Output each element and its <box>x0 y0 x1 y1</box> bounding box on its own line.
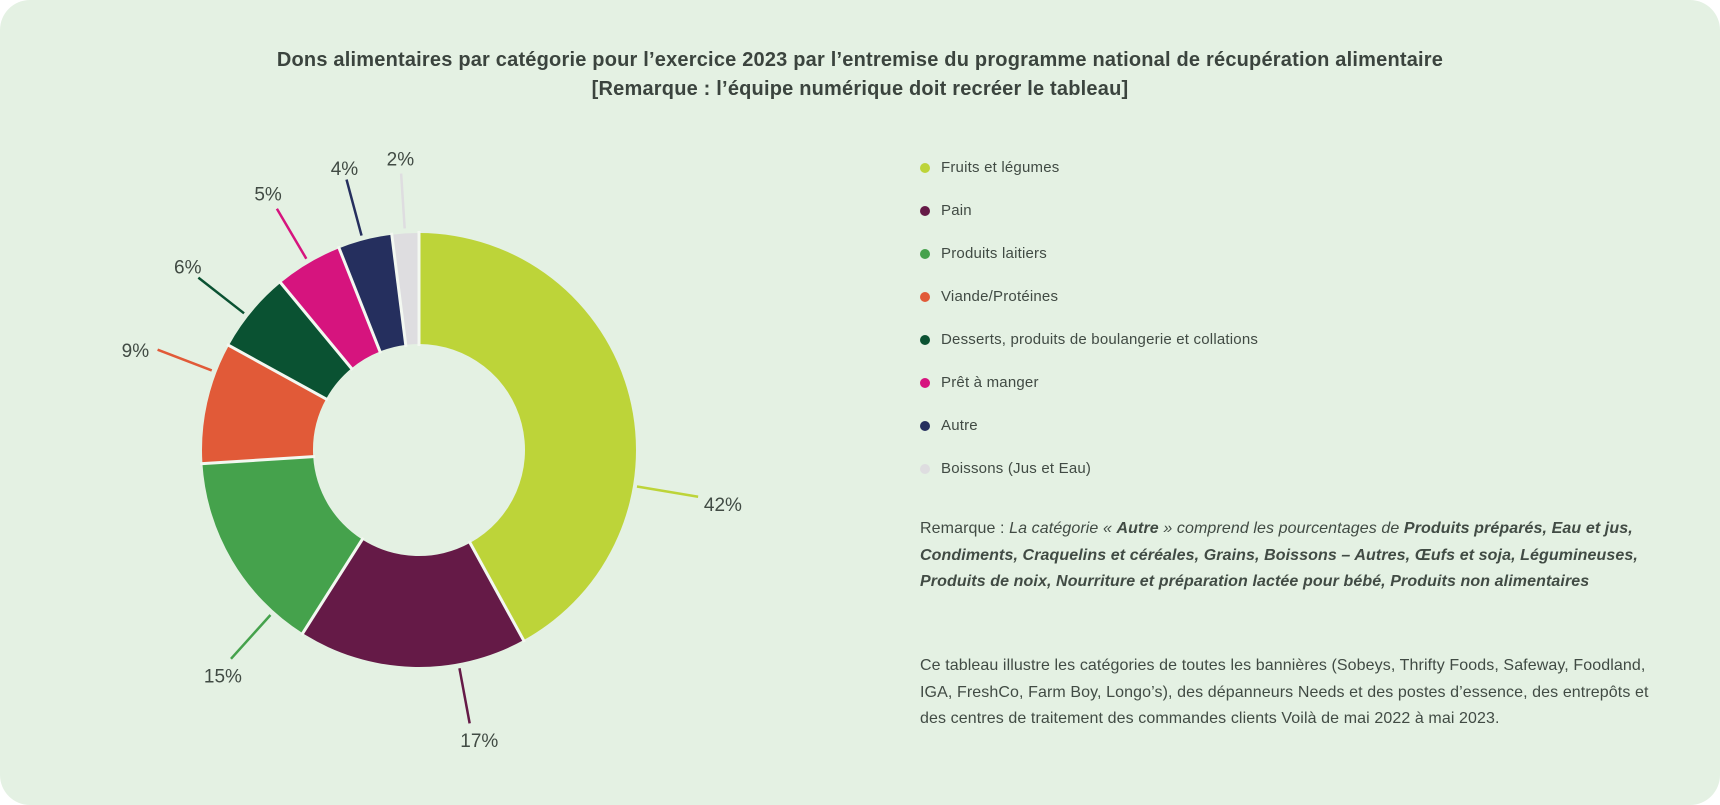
slice-gap <box>200 455 316 466</box>
donut-slice <box>228 282 352 399</box>
percent-label: 5% <box>254 184 282 205</box>
legend-label: Desserts, produits de boulangerie et col… <box>941 331 1259 348</box>
percent-label: 4% <box>331 159 359 180</box>
legend-swatch-icon <box>920 463 930 474</box>
donut-slice <box>419 233 636 641</box>
legend-item: Autre <box>920 404 1258 447</box>
leader-line <box>157 348 213 372</box>
legend-item: Boissons (Jus et Eau) <box>920 447 1258 490</box>
note-bold-autre: Autre <box>1116 520 1159 537</box>
percent-label: 15% <box>204 666 242 687</box>
slice-gap <box>226 343 329 402</box>
leader-line <box>230 614 272 660</box>
legend-item: Produits laitiers <box>920 232 1258 275</box>
percent-label: 17% <box>460 731 498 752</box>
donut-slice <box>202 456 363 634</box>
donut-slice <box>202 345 327 464</box>
percent-label: 2% <box>387 150 415 171</box>
legend-item: Viande/Protéines <box>920 275 1258 318</box>
slice-gap <box>390 232 408 348</box>
note-italic-2: » comprend les pourcentages de <box>1158 520 1404 537</box>
leader-line <box>275 208 308 260</box>
leader-line <box>399 173 406 229</box>
chart-title-line1: Dons alimentaires par catégorie pour l’e… <box>276 49 1444 71</box>
slice-gap <box>336 245 383 354</box>
note-italic-1: La catégorie « <box>1009 520 1117 537</box>
donut-slice <box>391 233 419 345</box>
legend-item: Pain <box>920 189 1258 232</box>
note-bold-list: Produits préparés, Eau et jus, Condiment… <box>920 520 1638 590</box>
legend-label: Fruits et légumes <box>941 159 1060 176</box>
legend-swatch-icon <box>920 377 930 388</box>
legend-label: Viande/Protéines <box>941 288 1059 305</box>
legend-label: Prêt à manger <box>941 374 1039 391</box>
donut-slice <box>280 248 380 369</box>
leader-line <box>458 668 471 724</box>
slice-gap <box>300 537 365 636</box>
chart-title-line2: [Remarque : l’équipe numérique doit recr… <box>591 78 1129 100</box>
slice-gap <box>278 280 354 371</box>
leader-line <box>197 276 245 315</box>
legend-item: Fruits et légumes <box>920 146 1258 189</box>
slice-gap <box>467 540 526 643</box>
legend-item: Prêt à manger <box>920 361 1258 404</box>
legend-label: Produits laitiers <box>941 245 1047 262</box>
percent-label: 9% <box>122 341 150 362</box>
chart-title: Dons alimentaires par catégorie pour l’e… <box>0 46 1720 104</box>
leader-line <box>636 485 699 498</box>
percent-label: 6% <box>174 257 202 278</box>
legend-swatch-icon <box>920 420 930 431</box>
legend-swatch-icon <box>920 205 930 216</box>
legend-swatch-icon <box>920 162 930 173</box>
description-text: Ce tableau illustre les catégories de to… <box>920 657 1649 727</box>
donut-slice <box>339 234 406 352</box>
leader-line <box>345 179 363 236</box>
legend-swatch-icon <box>920 291 930 302</box>
donut-slice <box>302 539 524 668</box>
legend-swatch-icon <box>920 334 930 345</box>
note-text: Remarque : La catégorie « Autre » compre… <box>920 516 1662 596</box>
legend-swatch-icon <box>920 248 930 259</box>
note-prefix: Remarque : <box>920 520 1010 537</box>
percent-label: 42% <box>704 495 742 516</box>
legend-label: Autre <box>941 417 978 434</box>
chart-legend: Fruits et légumes Pain Produits laitiers Vi… <box>920 146 1258 490</box>
legend-label: Boissons (Jus et Eau) <box>941 460 1092 477</box>
legend-item: Desserts, produits de boulangerie et col… <box>920 318 1258 361</box>
legend-label: Pain <box>941 202 972 219</box>
